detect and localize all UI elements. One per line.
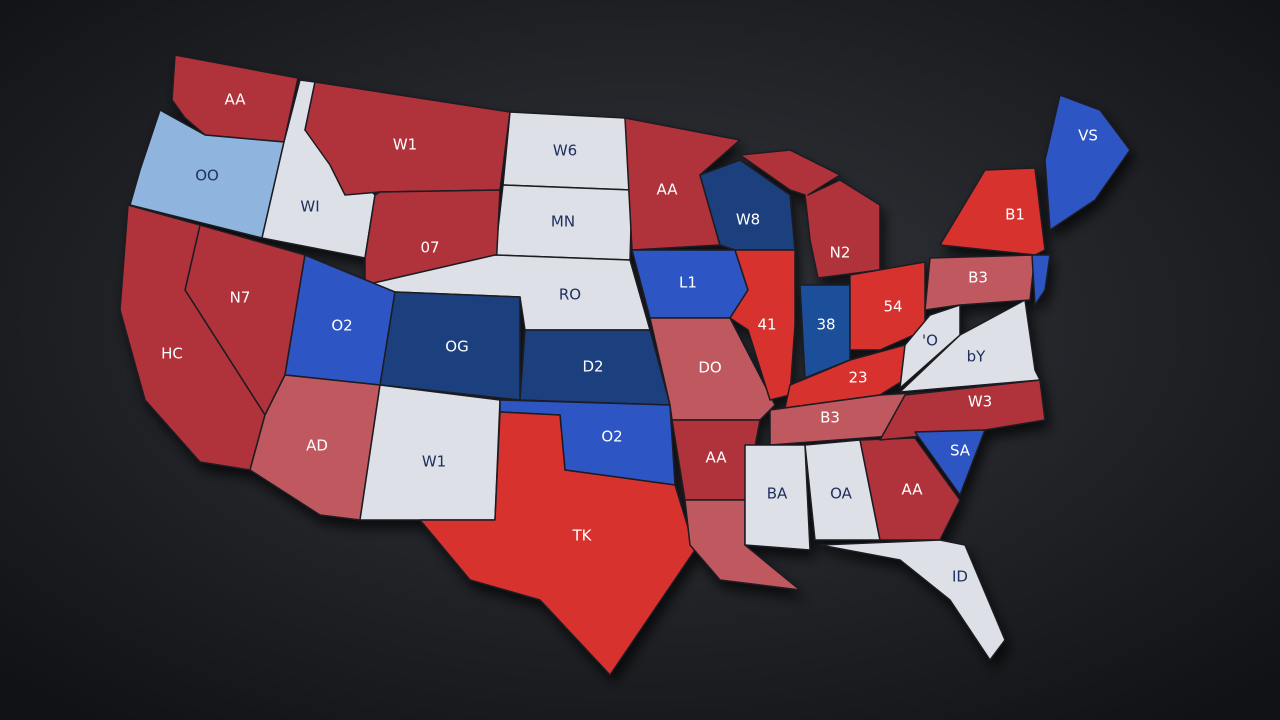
state-label: B1 bbox=[1005, 206, 1025, 224]
state-nj bbox=[1031, 254, 1051, 306]
state-oh bbox=[849, 261, 926, 351]
state-label: DO bbox=[698, 359, 721, 377]
state-label: SA bbox=[950, 442, 971, 460]
state-label: N2 bbox=[830, 244, 851, 262]
state-me bbox=[1044, 94, 1131, 231]
state-label: AA bbox=[657, 181, 679, 199]
state-label: W1 bbox=[393, 136, 417, 154]
state-label: WI bbox=[300, 198, 319, 216]
state-wv bbox=[899, 304, 961, 389]
labels: AA OO WI W1 W6 MN 07 RO N7 HC O2 OG AD W1 D2 O2 TK AA L1 DO… bbox=[161, 91, 1098, 586]
state-label: MN bbox=[551, 213, 575, 231]
state-label: TK bbox=[572, 527, 593, 545]
state-fl bbox=[819, 539, 1006, 661]
state-label: bY bbox=[967, 348, 987, 366]
state-ny bbox=[939, 167, 1046, 256]
state-label: N7 bbox=[230, 289, 251, 307]
state-label: O2 bbox=[331, 317, 352, 335]
state-label: OA bbox=[830, 485, 853, 503]
state-label: OO bbox=[195, 167, 219, 185]
state-pa bbox=[924, 254, 1036, 311]
state-label: RO bbox=[559, 286, 581, 304]
state-label: B3 bbox=[820, 409, 840, 427]
state-label: W1 bbox=[422, 453, 446, 471]
state-label: ID bbox=[952, 568, 968, 586]
state-label: 07 bbox=[420, 239, 439, 257]
state-label: 41 bbox=[757, 316, 776, 334]
state-ms bbox=[744, 444, 811, 551]
state-label: AA bbox=[706, 449, 728, 467]
state-label: AA bbox=[902, 481, 924, 499]
state-label: AA bbox=[225, 91, 247, 109]
state-label: AD bbox=[306, 437, 328, 455]
state-label: 38 bbox=[816, 316, 835, 334]
state-label: HC bbox=[161, 345, 183, 363]
state-label: W3 bbox=[968, 393, 992, 411]
state-mi bbox=[739, 149, 881, 279]
state-label: VS bbox=[1078, 127, 1098, 145]
state-label: B3 bbox=[968, 269, 988, 287]
states bbox=[119, 54, 1131, 676]
state-label: W6 bbox=[553, 142, 577, 160]
state-il bbox=[729, 249, 796, 401]
state-label: 23 bbox=[848, 369, 867, 387]
state-tx bbox=[419, 411, 696, 676]
state-label: 'O bbox=[922, 332, 938, 350]
state-sc bbox=[914, 429, 986, 496]
state-ga bbox=[859, 437, 961, 541]
state-label: O2 bbox=[601, 428, 622, 446]
state-label: 54 bbox=[883, 298, 902, 316]
state-label: W8 bbox=[736, 211, 760, 229]
state-label: L1 bbox=[679, 274, 697, 292]
state-label: OG bbox=[445, 338, 468, 356]
state-label: BA bbox=[767, 485, 788, 503]
state-label: D2 bbox=[582, 358, 603, 376]
